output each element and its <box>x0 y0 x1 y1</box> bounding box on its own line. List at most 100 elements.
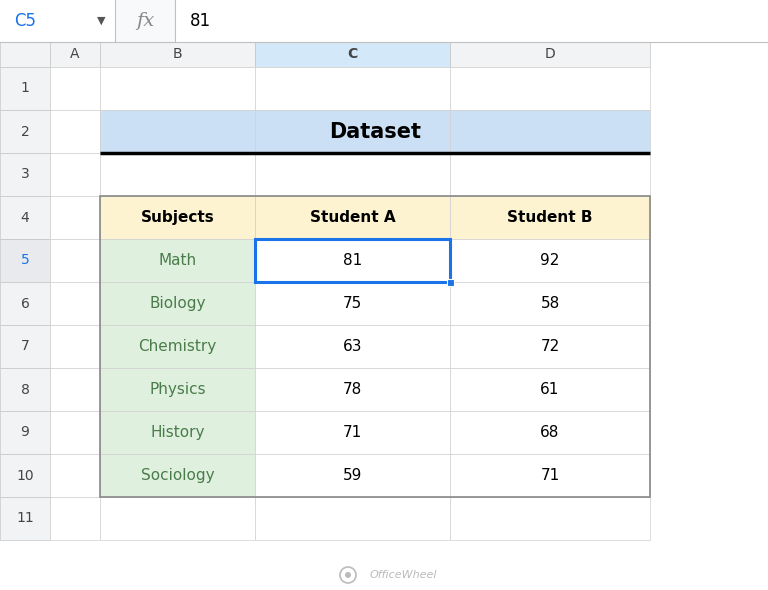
Bar <box>255 239 450 282</box>
Text: History: History <box>151 425 205 440</box>
Text: 71: 71 <box>541 468 560 483</box>
Bar <box>50 196 100 239</box>
Text: C: C <box>347 48 358 61</box>
Bar <box>50 454 100 497</box>
Bar <box>0 368 50 411</box>
Text: 2: 2 <box>21 124 29 139</box>
Text: Student B: Student B <box>507 210 593 225</box>
Bar <box>50 497 100 540</box>
Bar <box>0 42 50 67</box>
Text: Math: Math <box>158 253 197 268</box>
Bar <box>0 0 115 42</box>
Bar <box>450 325 650 368</box>
Bar <box>450 67 650 110</box>
Bar <box>0 454 50 497</box>
Text: Subjects: Subjects <box>141 210 214 225</box>
Bar <box>50 153 100 196</box>
Text: 81: 81 <box>343 253 362 268</box>
Bar <box>255 282 450 325</box>
Bar <box>0 153 50 196</box>
Text: D: D <box>545 48 555 61</box>
Bar <box>0 497 50 540</box>
Bar <box>450 110 650 153</box>
Text: Biology: Biology <box>149 296 206 311</box>
Bar <box>255 153 450 196</box>
Bar <box>100 42 255 67</box>
Bar <box>0 196 50 239</box>
Bar <box>50 325 100 368</box>
Bar <box>0 325 50 368</box>
Text: OfficeWheel: OfficeWheel <box>370 570 438 580</box>
Bar <box>450 239 650 282</box>
Bar <box>255 196 450 239</box>
Bar <box>115 0 175 42</box>
Bar <box>255 239 450 282</box>
Bar <box>100 239 255 282</box>
Bar <box>450 42 650 67</box>
Bar <box>450 411 650 454</box>
Bar <box>50 368 100 411</box>
Bar <box>100 368 255 411</box>
Text: 9: 9 <box>21 425 29 440</box>
Text: 3: 3 <box>21 168 29 182</box>
Bar <box>0 282 50 325</box>
Bar <box>450 454 650 497</box>
Bar <box>446 278 453 286</box>
Text: Physics: Physics <box>149 382 206 397</box>
Text: 8: 8 <box>21 382 29 396</box>
Bar <box>450 282 650 325</box>
Text: 63: 63 <box>343 339 362 354</box>
Text: Dataset: Dataset <box>329 122 421 142</box>
Text: 59: 59 <box>343 468 362 483</box>
Bar <box>100 196 255 239</box>
Bar <box>450 368 650 411</box>
Bar <box>0 110 50 153</box>
Text: 92: 92 <box>541 253 560 268</box>
Bar <box>450 196 650 239</box>
Bar <box>100 411 255 454</box>
Bar <box>100 153 255 196</box>
Bar <box>100 454 255 497</box>
Text: fx: fx <box>136 12 154 30</box>
Text: 5: 5 <box>21 254 29 267</box>
Bar <box>100 282 255 325</box>
Bar <box>175 0 768 42</box>
Bar <box>450 153 650 196</box>
Text: 81: 81 <box>190 12 211 30</box>
Text: 4: 4 <box>21 211 29 225</box>
Text: A: A <box>70 48 80 61</box>
Text: 58: 58 <box>541 296 560 311</box>
Bar <box>100 325 255 368</box>
Bar <box>0 239 50 282</box>
Text: 1: 1 <box>21 81 29 96</box>
Text: C5: C5 <box>14 12 36 30</box>
Bar <box>450 497 650 540</box>
Bar <box>50 411 100 454</box>
Bar <box>50 239 100 282</box>
Text: Chemistry: Chemistry <box>138 339 217 354</box>
Text: ▼: ▼ <box>97 16 105 26</box>
Text: 78: 78 <box>343 382 362 397</box>
Text: 11: 11 <box>16 512 34 526</box>
Bar <box>100 110 255 153</box>
Bar <box>0 0 768 42</box>
Text: 6: 6 <box>21 297 29 310</box>
Bar <box>255 110 450 153</box>
Bar <box>0 67 50 110</box>
Text: 75: 75 <box>343 296 362 311</box>
Bar <box>255 368 450 411</box>
Bar <box>100 67 255 110</box>
Text: 72: 72 <box>541 339 560 354</box>
Bar <box>255 497 450 540</box>
Text: Sociology: Sociology <box>141 468 214 483</box>
Text: 61: 61 <box>541 382 560 397</box>
Bar <box>255 411 450 454</box>
Circle shape <box>345 572 351 578</box>
Text: Student A: Student A <box>310 210 396 225</box>
Bar <box>100 196 650 497</box>
Bar <box>0 411 50 454</box>
Bar <box>255 454 450 497</box>
Text: 71: 71 <box>343 425 362 440</box>
Bar <box>255 67 450 110</box>
Text: 68: 68 <box>541 425 560 440</box>
